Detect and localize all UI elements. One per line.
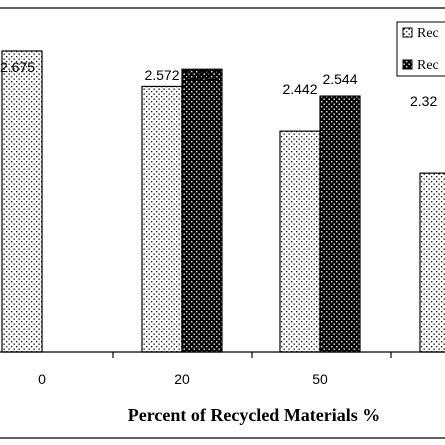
x-axis-title: Percent of Recycled Materials % — [128, 405, 381, 425]
data-labels-group: 2.675 2.572 2.622 2.442 2.544 2.32 — [0, 59, 437, 109]
bar-series-2-cat-20 — [181, 68, 223, 353]
x-tick-label-20: 20 — [174, 371, 190, 387]
bar-series-1-cat-20 — [141, 85, 183, 353]
x-tick-label-50: 50 — [312, 371, 328, 387]
legend: Rec Rec — [396, 21, 445, 77]
x-tick-label-0: 0 — [38, 371, 46, 387]
legend-label-series-1: Rec — [417, 26, 439, 41]
data-label-series-1-cat-0: 2.675 — [0, 59, 35, 75]
data-label-series-1-cat-20: 2.572 — [144, 67, 179, 83]
bar-series-1-cat-50 — [279, 130, 321, 353]
bar-series-1-cat-100 — [419, 172, 445, 353]
legend-swatch-series-1 — [402, 27, 413, 38]
data-label-series-2-cat-20: 2.622 — [184, 67, 219, 83]
data-label-series-2-cat-50: 2.544 — [322, 71, 357, 87]
data-label-series-1-cat-50: 2.442 — [282, 81, 317, 97]
bar-series-1-cat-0 — [1, 50, 43, 353]
bar-series-2-cat-50 — [319, 95, 361, 353]
bars-group — [1, 50, 445, 353]
x-ticks-group — [112, 352, 392, 358]
legend-swatch-series-2 — [402, 59, 413, 70]
legend-label-series-2: Rec — [417, 58, 439, 73]
x-tick-labels-group: 02050100 — [38, 371, 328, 387]
data-label-series-1-cat-100: 2.32 — [410, 93, 437, 109]
